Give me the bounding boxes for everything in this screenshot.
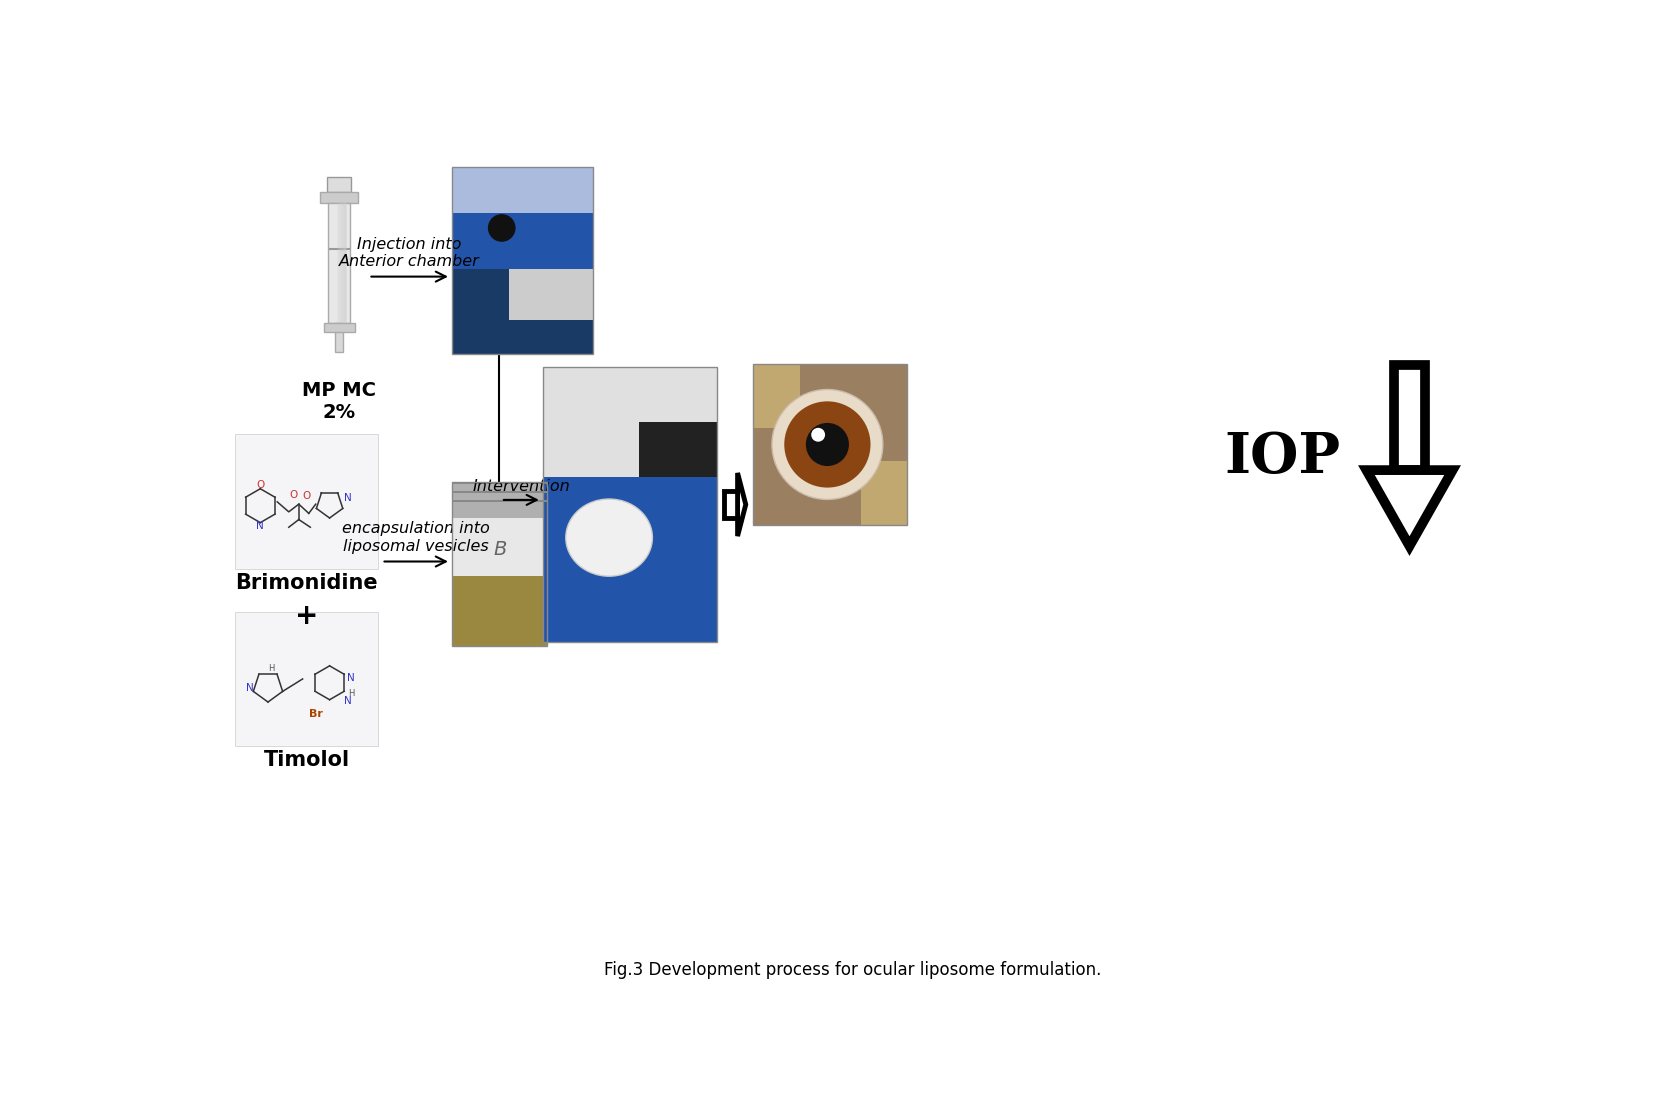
Text: N: N	[344, 697, 353, 707]
Circle shape	[805, 423, 849, 466]
Bar	[453, 482, 547, 519]
Bar	[1394, 366, 1424, 470]
Bar	[453, 167, 594, 353]
Bar	[724, 491, 737, 518]
Bar	[336, 203, 339, 323]
Bar	[453, 482, 547, 484]
Polygon shape	[737, 473, 745, 537]
Bar	[754, 363, 800, 428]
Bar	[453, 167, 594, 269]
Bar	[319, 192, 358, 203]
Bar	[343, 203, 346, 323]
Bar	[453, 269, 594, 353]
Bar	[453, 500, 547, 502]
Circle shape	[812, 428, 825, 442]
Text: Intervention: Intervention	[473, 479, 571, 494]
Bar	[328, 203, 351, 323]
Text: H: H	[268, 664, 275, 673]
Text: B: B	[493, 540, 506, 559]
Bar	[542, 367, 717, 477]
Bar	[235, 435, 378, 569]
Bar	[344, 203, 348, 323]
Text: Timolol: Timolol	[263, 750, 349, 770]
Circle shape	[784, 401, 870, 487]
Bar	[542, 477, 717, 643]
Text: O: O	[290, 490, 298, 500]
Text: MP MC
2%: MP MC 2%	[303, 380, 376, 421]
Bar	[323, 323, 354, 332]
Bar	[338, 203, 341, 323]
Bar	[453, 519, 547, 576]
Text: O: O	[256, 480, 265, 490]
Bar	[235, 612, 378, 747]
Polygon shape	[1366, 470, 1453, 546]
Bar	[862, 461, 907, 525]
Bar	[453, 491, 547, 493]
Bar	[754, 363, 907, 525]
Ellipse shape	[566, 499, 652, 576]
Bar	[341, 203, 344, 323]
Bar	[326, 177, 351, 192]
Bar	[509, 269, 594, 320]
Bar	[336, 323, 343, 352]
Text: +: +	[295, 601, 318, 629]
Bar	[453, 482, 547, 646]
Ellipse shape	[772, 389, 884, 500]
Text: N: N	[246, 683, 253, 693]
Bar	[542, 367, 717, 643]
Bar	[542, 367, 717, 643]
Bar	[639, 421, 717, 504]
Text: N: N	[256, 521, 265, 531]
Bar	[339, 203, 343, 323]
Text: Injection into
Anterior chamber: Injection into Anterior chamber	[339, 237, 479, 269]
Text: H: H	[348, 689, 354, 698]
Bar	[453, 576, 547, 646]
Text: N: N	[348, 673, 354, 683]
Text: O: O	[303, 492, 311, 502]
Circle shape	[488, 214, 516, 241]
Text: Br: Br	[310, 709, 323, 719]
Text: IOP: IOP	[1225, 430, 1341, 485]
Bar	[453, 167, 594, 212]
Text: encapsulation into
liposomal vesicles: encapsulation into liposomal vesicles	[343, 521, 491, 553]
Text: Fig.3 Development process for ocular liposome formulation.: Fig.3 Development process for ocular lip…	[604, 960, 1102, 978]
Text: N: N	[344, 493, 353, 503]
Bar	[754, 363, 907, 525]
Text: Brimonidine: Brimonidine	[235, 574, 378, 593]
